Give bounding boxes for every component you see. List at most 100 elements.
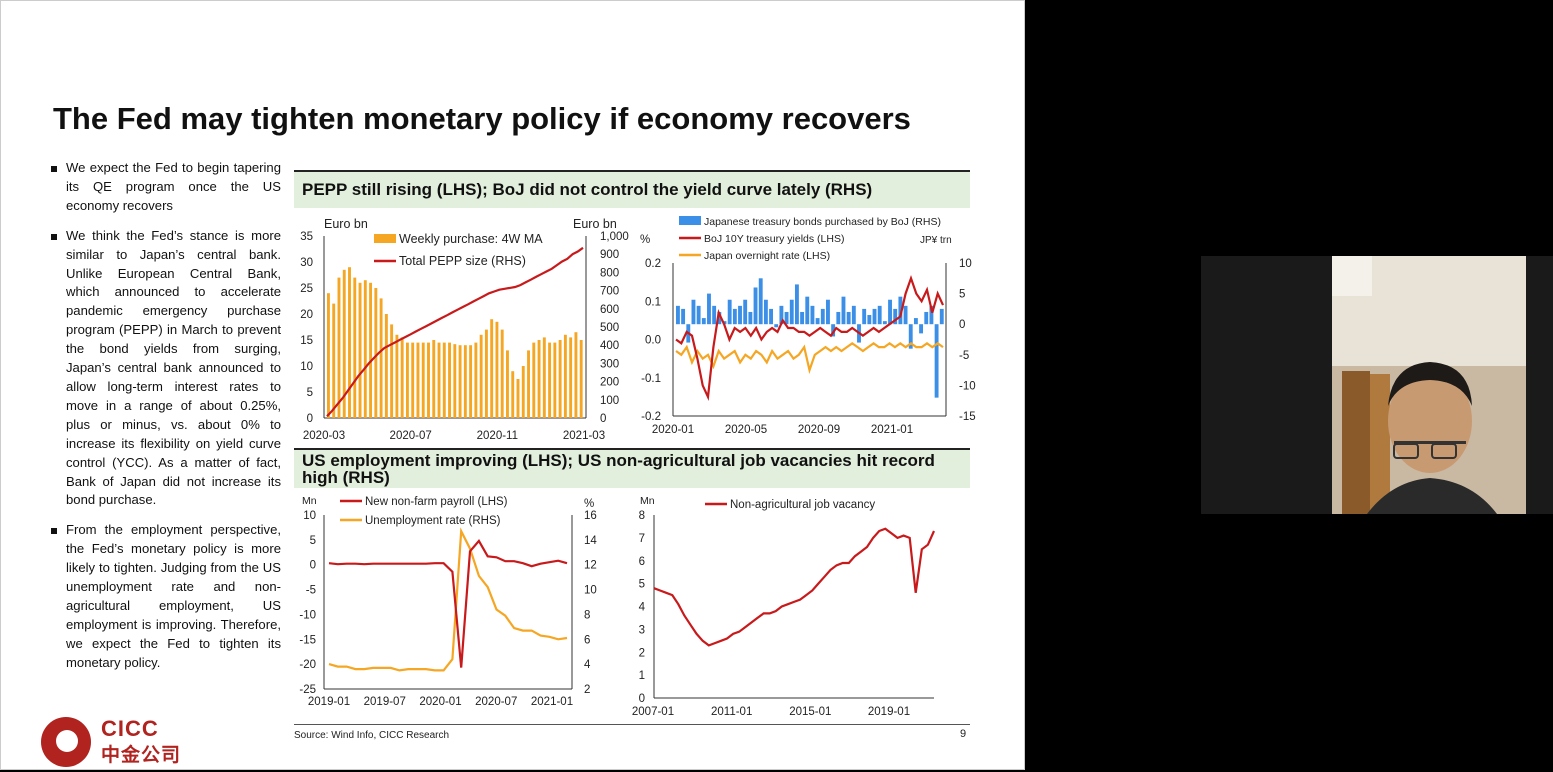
cicc-logo-icon [41,717,91,767]
weekly-purchase-bar [427,342,430,418]
bond-purchase-bar [805,296,810,325]
weekly-purchase-bar [353,277,357,418]
weekly-purchase-bar [400,337,404,418]
webcam-feed [1332,256,1526,514]
legend-swatch [679,216,701,225]
y-tick-label: 5 [959,289,965,301]
weekly-purchase-bar [479,334,483,418]
bond-purchase-bar [898,296,903,325]
bond-purchase-bar [800,311,805,325]
bullet-item: We expect the Fed to begin tapering its … [49,159,281,216]
weekly-purchase-bar [569,337,573,418]
y-tick-label: 0.1 [645,296,661,308]
cicc-logo: CICC 中金公司 [41,716,191,767]
overnight-rate-line [675,341,944,375]
y-tick-label: 10 [303,510,316,522]
legend-label: Unemployment rate (RHS) [365,515,501,527]
bond-purchase-bar [696,305,701,325]
weekly-purchase-bar [379,298,383,418]
bond-purchase-bar [851,305,856,325]
presenter-icon [1332,256,1526,514]
bond-purchase-bar [882,321,887,325]
bond-purchase-bar [794,284,799,325]
y-tick-label: 1 [639,670,645,682]
legend-label: Total PEPP size (RHS) [399,254,526,268]
y-tick-label: 0 [600,413,606,425]
bond-purchase-bar [732,308,737,325]
x-tick-label: 2011-01 [711,706,752,718]
y-tick-label: 15 [300,335,313,347]
y-left-unit: % [640,234,650,246]
bond-purchase-bar [707,293,711,325]
y-tick-label: 4 [584,659,591,671]
y-tick-label: 0.2 [645,258,661,270]
weekly-purchase-bar [469,345,473,418]
y-tick-label: -25 [299,684,316,696]
bond-purchase-bar [681,308,686,325]
panel1-title: PEPP still rising (LHS); BoJ did not con… [294,170,970,208]
bond-purchase-bar [701,318,706,325]
weekly-purchase-bar [542,337,546,418]
y-tick-label: 2 [639,647,645,659]
bond-purchase-bar [753,287,758,325]
y-tick-label: 10 [584,585,597,597]
x-tick-label: 2019-01 [308,696,350,708]
x-tick-label: 2021-03 [563,430,605,442]
weekly-purchase-bar [384,314,388,418]
y-tick-label: 0 [307,413,313,425]
weekly-purchase-bar [558,340,562,418]
y-tick-label: 10 [959,258,972,270]
bond-purchase-bar [939,308,944,325]
weekly-purchase-bar [506,350,509,418]
weekly-purchase-bar [432,340,436,418]
y-tick-label: 25 [300,283,313,295]
bond-purchase-bar [862,308,867,325]
bond-purchase-bar [888,299,892,325]
y-tick-label: 20 [300,309,313,321]
legend-swatch [374,234,396,243]
yield-10y-line [675,274,944,401]
weekly-purchase-bar [463,345,467,418]
weekly-purchase-bar [332,303,336,418]
y-tick-label: -10 [299,609,316,621]
x-tick-label: 2020-01 [419,696,461,708]
x-tick-label: 2020-09 [798,424,840,436]
y-tick-label: 300 [600,358,619,370]
bond-purchase-bar [934,324,939,398]
y-tick-label: 10 [300,361,313,373]
weekly-purchase-bar [437,342,441,418]
us-employment-chart: Mn% -25 -20 -15 -10 -5 0 5 10 2 4 6 8 10 12 14 16 2019-01… [294,491,624,716]
bond-purchase-bar [712,305,717,325]
presenter-video[interactable] [1201,256,1553,514]
y-tick-label: -5 [959,350,969,362]
bond-purchase-bar [841,296,846,325]
bullet-list: We expect the Fed to begin tapering its … [49,159,281,684]
y-tick-label: 6 [584,634,590,646]
bond-purchase-bar [758,278,763,325]
bond-purchase-bar [748,311,753,325]
y-tick-label: -15 [299,634,316,646]
bond-purchase-bar [903,305,908,325]
bullet-item: We think the Fed’s stance is more simila… [49,227,281,511]
y-tick-label: -0.2 [641,411,661,423]
legend-label: Weekly purchase: 4W MA [399,232,543,246]
bond-purchase-bar [769,308,773,325]
bond-purchase-bar [691,299,696,325]
boj-chart: % JP¥ trn -0.2 -0.1 0.0 0.1 0.2 -15 -10 -5 0 5 10 202… [633,211,976,446]
y-tick-label: 16 [584,510,597,522]
weekly-purchase-bar [548,342,552,418]
bond-purchase-bar [820,308,825,325]
x-tick-label: 2020-07 [475,696,517,708]
y-tick-label: 400 [600,340,619,352]
weekly-purchase-bar [374,288,378,418]
weekly-purchase-bar [579,340,583,418]
weekly-purchase-bar [563,334,567,418]
weekly-purchase-bar [453,344,457,418]
job-vacancy-line [653,527,936,647]
y-tick-label: 700 [600,286,619,298]
slide: The Fed may tighten monetary policy if e… [0,0,1025,770]
y-right-unit: JP¥ trn [920,235,952,246]
weekly-purchase-bar [411,342,415,418]
weekly-purchase-bar [390,324,394,418]
x-tick-label: 2021-01 [871,424,913,436]
